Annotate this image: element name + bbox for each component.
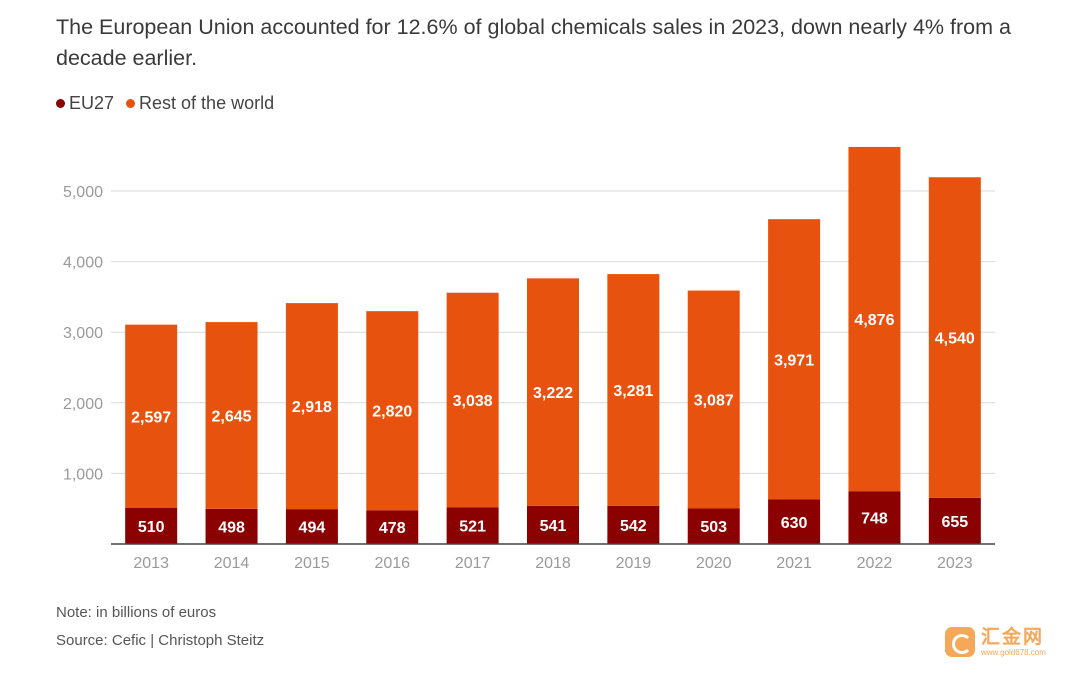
- data-label-rest-of-world: 3,281: [613, 383, 653, 400]
- data-label-eu27: 748: [861, 511, 888, 528]
- legend: EU27 Rest of the world: [56, 93, 286, 114]
- watermark-name: 汇金网: [981, 626, 1045, 648]
- legend-item-rest-of-world: Rest of the world: [126, 93, 274, 114]
- bar-rest-of-world: [768, 219, 821, 500]
- watermark-text: 汇金网 www.gold678.com: [981, 626, 1046, 657]
- bar-eu27: [928, 497, 981, 544]
- bar-eu27: [285, 509, 338, 544]
- x-tick-label: 2020: [696, 555, 732, 572]
- data-label-rest-of-world: 3,087: [694, 393, 734, 410]
- x-tick-label: 2016: [374, 555, 410, 572]
- bar-eu27: [366, 510, 419, 544]
- bar-rest-of-world: [928, 177, 981, 498]
- data-label-eu27: 503: [700, 519, 727, 536]
- bar-rest-of-world: [446, 292, 499, 508]
- x-tick-label: 2018: [535, 555, 571, 572]
- x-tick-label: 2013: [133, 555, 169, 572]
- bar-rest-of-world: [125, 324, 178, 508]
- data-label-eu27: 478: [379, 520, 406, 537]
- legend-item-eu27: EU27: [56, 93, 114, 114]
- x-tick-label: 2022: [857, 555, 893, 572]
- x-tick-label: 2017: [455, 555, 491, 572]
- y-tick-label: 1,000: [63, 466, 103, 483]
- data-label-rest-of-world: 3,222: [533, 385, 573, 402]
- bar-eu27: [768, 499, 821, 544]
- data-label-eu27: 494: [299, 520, 326, 537]
- data-label-rest-of-world: 3,038: [453, 393, 493, 410]
- bar-eu27: [125, 507, 178, 544]
- bar-eu27: [607, 505, 660, 544]
- source-credit: Source: Cefic | Christoph Steitz: [56, 632, 265, 649]
- data-label-eu27: 655: [941, 514, 968, 531]
- x-tick-label: 2019: [616, 555, 652, 572]
- x-tick-label: 2014: [214, 555, 250, 572]
- bar-rest-of-world: [687, 290, 740, 509]
- watermark-url: www.gold678.com: [981, 647, 1046, 657]
- bar-rest-of-world: [527, 278, 579, 506]
- data-label-rest-of-world: 3,971: [774, 352, 814, 369]
- data-label-eu27: 630: [781, 515, 808, 532]
- bar-rest-of-world: [366, 311, 419, 511]
- y-tick-label: 4,000: [63, 255, 103, 272]
- legend-label-eu27: EU27: [69, 93, 115, 113]
- data-label-rest-of-world: 2,918: [292, 399, 332, 416]
- y-tick-label: 2,000: [63, 396, 103, 413]
- bar-eu27: [446, 507, 499, 544]
- data-label-eu27: 541: [540, 518, 567, 535]
- data-label-eu27: 510: [138, 519, 165, 536]
- data-label-rest-of-world: 4,876: [854, 312, 894, 329]
- y-tick-label: 5,000: [63, 184, 103, 201]
- bar-eu27: [687, 508, 740, 544]
- bar-eu27: [527, 505, 579, 544]
- legend-label-rest-of-world: Rest of the world: [139, 93, 275, 113]
- watermark-logo: 汇金网 www.gold678.com: [945, 627, 1046, 657]
- chart-title: The European Union accounted for 12.6% o…: [56, 15, 1011, 70]
- bar-eu27: [205, 508, 258, 544]
- bar-eu27: [848, 491, 901, 544]
- watermark-icon: [945, 627, 975, 657]
- legend-swatch-rest-of-world: [126, 99, 136, 108]
- y-tick-label: 3,000: [63, 325, 103, 342]
- x-tick-label: 2015: [294, 555, 330, 572]
- legend-swatch-eu27: [56, 99, 65, 108]
- bar-rest-of-world: [205, 322, 258, 509]
- footnote: Note: in billions of euros: [56, 604, 217, 621]
- data-label-eu27: 498: [218, 519, 245, 536]
- bar-rest-of-world: [285, 303, 338, 510]
- data-label-eu27: 542: [620, 518, 647, 535]
- bar-rest-of-world: [848, 146, 901, 492]
- data-label-rest-of-world: 2,597: [131, 409, 171, 426]
- bar-rest-of-world: [607, 274, 660, 506]
- data-label-rest-of-world: 4,540: [935, 330, 975, 347]
- x-tick-label: 2021: [776, 555, 812, 572]
- data-label-rest-of-world: 2,645: [212, 408, 252, 425]
- data-label-eu27: 521: [459, 519, 486, 536]
- x-tick-label: 2023: [937, 555, 973, 572]
- data-label-rest-of-world: 2,820: [372, 404, 412, 421]
